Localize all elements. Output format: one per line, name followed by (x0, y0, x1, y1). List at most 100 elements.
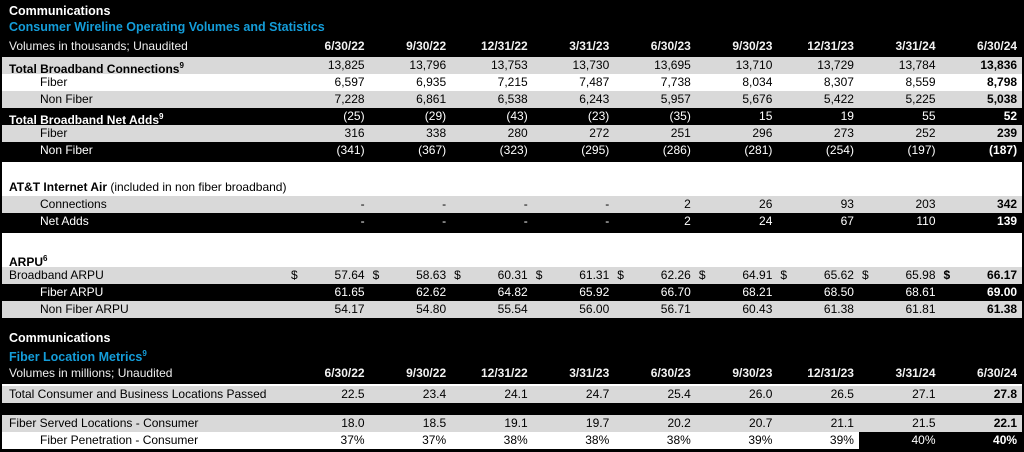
value-cell: 52 (1003, 109, 1018, 123)
value-cell: 27.8 (993, 387, 1018, 401)
value-cell: 18.0 (341, 416, 365, 430)
section2-header: Communications Fiber Location Metrics9 V… (2, 318, 1022, 386)
value-cell: 21.5 (912, 416, 936, 430)
table-row: AT&T Internet Air (included in non fiber… (2, 179, 1022, 196)
value-cell: $64.91 (698, 268, 773, 282)
table-row: Non Fiber ARPU 54.17 54.80 55.54 56.00 56.71 6… (2, 301, 1022, 318)
dollar-sign: $ (535, 268, 543, 282)
value-cell: 2 (684, 214, 691, 228)
value-cell: 6,538 (497, 92, 528, 106)
value-cell: 65.92 (579, 285, 610, 299)
value-cell: - (605, 197, 610, 211)
value-cell: 13,753 (490, 58, 528, 72)
table-row: Non Fiber 7,228 6,861 6,538 6,243 5,957 5,676 5… (2, 91, 1022, 108)
table-row: Broadband ARPU $57.64 $58.63 $60.31 $61.31 $6… (2, 267, 1022, 284)
value-cell: 68.61 (905, 285, 936, 299)
value-cell: 40% (858, 432, 941, 449)
value-cell: 13,730 (572, 58, 610, 72)
value-cell: 62.62 (416, 285, 447, 299)
value-cell: 39% (829, 433, 854, 447)
value-cell: 6,243 (579, 92, 610, 106)
row-label: Non Fiber (40, 143, 93, 157)
column-header: 3/31/24 (895, 39, 936, 53)
row-label: Total Broadband Net Adds9 (9, 112, 164, 125)
table-row: Fiber 6,597 6,935 7,215 7,487 7,738 8,034 8,307… (2, 74, 1022, 91)
column-header: 3/31/24 (895, 366, 936, 380)
value-cell: 239 (997, 126, 1018, 140)
bottom-black-band (2, 449, 1022, 452)
value-cell: 61.81 (905, 302, 936, 316)
value-cell: 5,422 (823, 92, 854, 106)
value-cell: 37% (422, 433, 447, 447)
value-cell: 37% (340, 433, 365, 447)
value-cell: 6,861 (416, 92, 447, 106)
row-label: Non Fiber (40, 92, 93, 106)
value-cell: (286) (662, 143, 691, 157)
value-cell: 7,215 (497, 75, 528, 89)
dollar-sign: $ (861, 268, 869, 282)
value-cell: 22.1 (993, 416, 1018, 430)
value-cell: 40% (940, 432, 1022, 449)
value-cell: 6,935 (416, 75, 447, 89)
value-cell: 203 (915, 197, 936, 211)
value-cell: 24.7 (585, 387, 610, 401)
value-cell: 54.80 (416, 302, 447, 316)
value-cell: 342 (997, 197, 1018, 211)
table-row: Fiber Served Locations - Consumer 18.0 18.… (2, 415, 1022, 432)
value-cell: 5,957 (660, 92, 691, 106)
dollar-sign: $ (943, 268, 951, 282)
value-cell: 272 (589, 126, 610, 140)
value-cell: 7,487 (579, 75, 610, 89)
operating-volumes-table: Total Broadband Connections9 13,825 13,796… (2, 57, 1022, 318)
black-band (2, 403, 1022, 415)
row-label: ARPU6 (9, 254, 48, 267)
value-cell: 39% (748, 433, 773, 447)
value-cell: 24 (759, 214, 773, 228)
column-header: 6/30/24 (977, 366, 1018, 380)
value-cell: 251 (670, 126, 691, 140)
value-cell: 24.1 (504, 387, 528, 401)
value-cell: 26.0 (749, 387, 773, 401)
value-cell: 61.38 (823, 302, 854, 316)
value-cell: 68.50 (823, 285, 854, 299)
value-cell: 56.71 (660, 302, 691, 316)
column-header: 3/31/23 (569, 366, 610, 380)
value-cell: $65.98 (861, 268, 936, 282)
value-cell: 338 (426, 126, 447, 140)
row-label: Fiber (40, 75, 68, 89)
value-cell: 93 (840, 197, 854, 211)
value-cell: 21.1 (830, 416, 854, 430)
value-cell: 6,597 (334, 75, 365, 89)
value-cell: 61.65 (334, 285, 365, 299)
value-cell: (29) (424, 109, 447, 123)
value-cell: $58.63 (372, 268, 447, 282)
value-cell: 56.00 (579, 302, 610, 316)
section2-subtitle: Fiber Location Metrics9 (9, 349, 147, 365)
value-cell: 23.4 (422, 387, 447, 401)
column-header: 6/30/22 (324, 39, 365, 53)
column-header: 12/31/22 (480, 39, 528, 53)
table-row: Non Fiber (341) (367) (323) (295) (286) (281) (… (2, 142, 1022, 159)
value-cell: 38% (503, 433, 528, 447)
value-cell: 68.21 (742, 285, 773, 299)
value-cell: 252 (915, 126, 936, 140)
column-header: 6/30/22 (324, 366, 365, 380)
value-cell: 7,228 (334, 92, 365, 106)
table-row: ARPU6 (2, 250, 1022, 267)
value-cell: 13,796 (409, 58, 447, 72)
value-cell: - (523, 214, 528, 228)
value-cell: 38% (666, 433, 691, 447)
value-cell: 5,676 (742, 92, 773, 106)
table-row: Fiber 316 338 280 272 251 296 273 252 239 (2, 125, 1022, 142)
value-cell: - (442, 214, 447, 228)
row-label: Fiber Served Locations - Consumer (9, 416, 199, 430)
row-label: Fiber (40, 126, 68, 140)
value-cell: 55 (922, 109, 936, 123)
value-cell: 13,784 (898, 58, 936, 72)
value-cell: 26 (759, 197, 773, 211)
section2-column-header-row: Volumes in millions; Unaudited 6/30/22 9/… (2, 363, 1022, 384)
value-cell: 27.1 (912, 387, 936, 401)
dollar-sign: $ (454, 268, 461, 282)
value-cell: 5,225 (905, 92, 936, 106)
value-cell: 8,559 (905, 75, 936, 89)
